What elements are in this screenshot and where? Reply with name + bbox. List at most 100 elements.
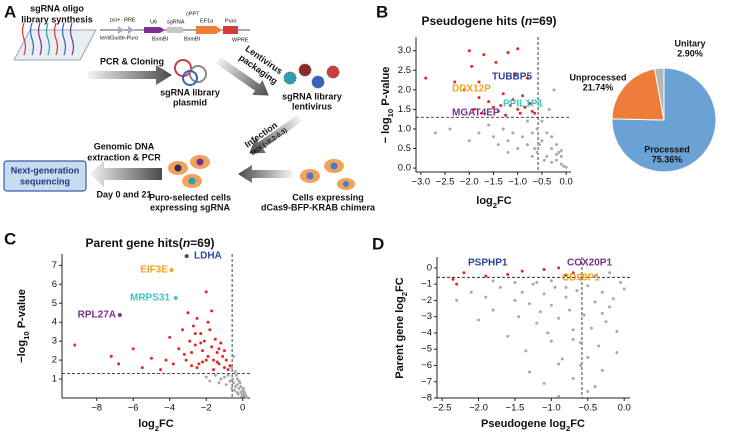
- point: [578, 277, 582, 281]
- point: [204, 358, 208, 362]
- point: [477, 318, 481, 322]
- point: [470, 64, 474, 68]
- chart-title: Pseudogene hits (n=69): [421, 14, 556, 28]
- highlight-point: [117, 313, 122, 318]
- point: [472, 107, 476, 111]
- diagram-text: dCas9-BFP-KRAB chimera: [261, 202, 376, 212]
- point: [531, 282, 535, 286]
- point: [600, 311, 604, 315]
- point: [542, 292, 546, 296]
- point: [195, 366, 199, 370]
- point: [549, 279, 553, 283]
- chart-title-part: Pseudogene hits (: [421, 14, 524, 28]
- x-axis-label-part: 2: [493, 201, 497, 210]
- point: [593, 385, 597, 389]
- point: [234, 373, 238, 377]
- point: [557, 362, 561, 366]
- point: [186, 311, 190, 315]
- point: [240, 394, 244, 398]
- y-tick-label: 3: [52, 336, 57, 347]
- point: [235, 390, 239, 394]
- vector-label: psi+: [110, 17, 120, 23]
- y-axis-label: − log10 P-value: [380, 67, 395, 144]
- diagram-text: sgRNA oligo: [30, 3, 84, 13]
- point: [542, 268, 546, 272]
- point: [199, 332, 203, 336]
- point: [513, 281, 517, 285]
- point: [195, 316, 199, 320]
- point: [448, 127, 452, 131]
- point: [521, 94, 525, 98]
- point: [498, 285, 502, 289]
- slice-value: 21.74%: [583, 82, 614, 92]
- plasmid: [182, 70, 198, 86]
- x-tick-label: −2.0: [469, 403, 488, 414]
- x-tick-label: 0.0: [618, 403, 631, 414]
- y-axis-label-part: P-value: [16, 289, 28, 331]
- x-tick-label: −3.0: [411, 177, 430, 188]
- point: [506, 150, 510, 154]
- point: [217, 347, 221, 351]
- point: [219, 377, 223, 381]
- point: [525, 119, 529, 123]
- point: [600, 290, 604, 294]
- vector-label: Puro: [225, 18, 237, 24]
- virus: [298, 63, 312, 77]
- vector-label: WPRE: [232, 37, 249, 43]
- y-tick-label: 1.5: [398, 104, 411, 115]
- chart-title-part: =69): [532, 14, 556, 28]
- vector-label: U6: [150, 19, 157, 25]
- point: [222, 375, 226, 379]
- point: [511, 98, 515, 102]
- point: [597, 344, 601, 348]
- point: [149, 356, 153, 360]
- point: [238, 381, 242, 385]
- point: [550, 147, 554, 151]
- point: [224, 358, 228, 362]
- point: [535, 127, 539, 131]
- point: [224, 383, 228, 387]
- workflow-diagram: sgRNA oligo library synthesis psi+ RRE U…: [3, 3, 376, 212]
- x-axis-label: log2FC: [138, 418, 174, 433]
- point: [523, 105, 527, 109]
- point: [528, 102, 532, 106]
- diagram-text: expressing sgRNA: [150, 202, 231, 212]
- y-tick-label: −8: [421, 393, 432, 404]
- point: [564, 285, 568, 289]
- y-tick-label: 3.0: [398, 45, 411, 56]
- point: [571, 337, 575, 341]
- y-tick-label: 6: [52, 279, 57, 290]
- point: [230, 387, 234, 391]
- x-axis-label-part: 2: [155, 424, 159, 433]
- point: [604, 320, 608, 324]
- point: [201, 349, 205, 353]
- point: [117, 362, 121, 366]
- point: [159, 368, 163, 372]
- point: [484, 295, 488, 299]
- x-axis-label-part: Pseudogene log: [481, 418, 566, 430]
- point: [506, 51, 510, 55]
- point: [553, 285, 557, 289]
- point: [508, 103, 512, 107]
- point: [571, 271, 575, 275]
- diagram-text: library synthesis: [21, 14, 93, 24]
- point: [467, 139, 471, 143]
- point: [615, 329, 619, 333]
- point: [193, 332, 197, 336]
- point: [204, 290, 208, 294]
- annotation: PSPHP1: [468, 258, 508, 269]
- point: [501, 92, 505, 96]
- vector-label: cPPT: [186, 11, 200, 17]
- y-tick-label: −2: [421, 295, 432, 306]
- point: [242, 387, 246, 391]
- point: [562, 164, 566, 168]
- annotation: LDHA: [194, 251, 222, 262]
- point: [226, 373, 230, 377]
- x-tick-label: −0.5: [533, 177, 552, 188]
- point: [199, 341, 203, 345]
- point: [455, 282, 459, 286]
- point: [578, 341, 582, 345]
- point: [201, 360, 205, 364]
- point: [517, 315, 521, 319]
- diagram-text: PCR & Cloning: [100, 56, 164, 66]
